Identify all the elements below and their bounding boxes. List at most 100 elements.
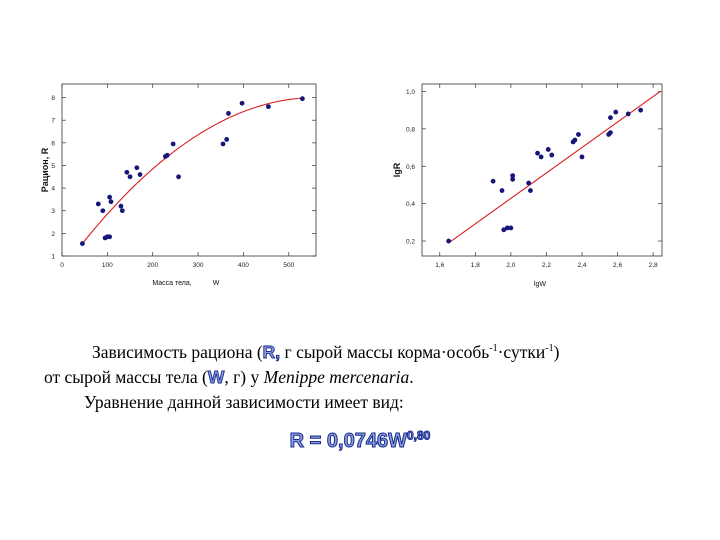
fit-curve xyxy=(81,97,303,244)
chart-log-mass-vs-log-ration: 1,6 1,8 2,0 2,2 2,4 2,6 2,8 0,2 0,4 0,6 0,8 1,0 lgR l… xyxy=(392,83,663,288)
data-point xyxy=(526,180,532,186)
plot-frame xyxy=(61,83,317,257)
y-tick-label: 5 xyxy=(51,163,55,170)
caption-text: Зависимость рациона ( xyxy=(92,342,263,362)
data-point xyxy=(80,241,85,246)
y-tick-label: 4 xyxy=(51,186,55,193)
data-point xyxy=(545,147,551,152)
x-axis-unit-label: W xyxy=(213,280,220,287)
data-point xyxy=(108,199,114,205)
x-tick-label: 2,2 xyxy=(542,262,551,269)
y-tick-label: 1,0 xyxy=(406,89,415,96)
data-point xyxy=(265,104,271,110)
data-point xyxy=(164,152,170,158)
data-point xyxy=(170,141,176,147)
data-point xyxy=(127,174,133,180)
x-tick-label: 1,8 xyxy=(471,262,480,269)
caption-text: , г) у xyxy=(224,367,264,387)
y-tick-label: 2 xyxy=(51,231,55,238)
data-point xyxy=(510,176,516,182)
data-point xyxy=(608,130,613,136)
y-tick-label: 8 xyxy=(51,95,55,102)
y-tick-label: 0,8 xyxy=(406,126,415,133)
x-axis-label: lgW xyxy=(534,281,546,288)
data-point xyxy=(107,234,113,240)
data-point xyxy=(549,152,555,158)
y-tick-label: 0,2 xyxy=(406,239,415,246)
data-point xyxy=(608,115,613,121)
caption-text: от сырой массы тела ( xyxy=(44,367,208,387)
x-tick-label: 400 xyxy=(238,262,249,269)
data-point xyxy=(625,111,631,117)
superscript: -1 xyxy=(489,343,498,355)
y-tick-label: 3 xyxy=(51,208,55,215)
plot-frame xyxy=(421,83,663,257)
caption-line-2: от сырой массы тела (W, г) у Menippe mer… xyxy=(44,365,699,390)
data-point xyxy=(100,208,106,214)
y-tick-label: 0,6 xyxy=(406,164,415,171)
data-point xyxy=(613,109,619,115)
x-tick-label: 0 xyxy=(60,262,64,269)
data-point xyxy=(137,172,143,177)
data-point xyxy=(508,225,514,231)
data-point xyxy=(95,201,101,207)
data-point xyxy=(501,227,507,233)
symbol-w: W xyxy=(207,367,225,388)
caption-line-3: Уравнение данной зависимости имеет вид: xyxy=(84,392,404,412)
y-axis-label: lgR xyxy=(392,162,402,177)
species-name: Menippe mercenaria xyxy=(263,367,410,387)
chart-body-mass-vs-ration: 0 100 200 300 400 500 1 2 3 4 5 6 7 8 Рацион, R Масса т… xyxy=(40,83,317,287)
data-point xyxy=(499,188,505,193)
data-point xyxy=(579,154,585,160)
data-point xyxy=(134,165,140,171)
x-tick-label: 2,8 xyxy=(649,262,658,269)
data-point xyxy=(572,137,578,143)
data-point xyxy=(576,132,581,137)
caption-line-1: Зависимость рациона (R, г сырой массы ко… xyxy=(44,340,699,365)
equation: R = 0,0746W0,80 xyxy=(289,428,431,453)
data-point xyxy=(446,238,452,244)
equation-base: R = 0,0746W xyxy=(289,430,407,453)
data-point xyxy=(107,194,113,200)
data-point xyxy=(538,154,544,160)
x-tick-label: 100 xyxy=(102,262,113,269)
caption-text: . xyxy=(409,367,414,387)
y-axis-label: Рацион, R xyxy=(40,147,50,192)
x-tick-label: 2,6 xyxy=(613,262,622,269)
data-point xyxy=(220,141,226,147)
y-tick-label: 0,4 xyxy=(406,201,415,208)
equation-exponent: 0,80 xyxy=(406,428,431,443)
caption-text: г сырой массы корма·особь xyxy=(280,342,490,362)
y-tick-label: 7 xyxy=(51,118,55,125)
data-point xyxy=(490,178,496,184)
data-point xyxy=(119,208,125,214)
x-tick-label: 2,4 xyxy=(577,262,586,269)
data-point xyxy=(239,100,245,106)
data-point xyxy=(118,203,124,209)
equation-line: R = 0,0746W0,80 xyxy=(0,428,720,453)
x-tick-label: 1,6 xyxy=(435,262,444,269)
data-point xyxy=(226,111,231,116)
y-tick-label: 6 xyxy=(51,140,55,147)
symbol-r: R, xyxy=(262,342,281,363)
y-tick-label: 1 xyxy=(51,254,55,261)
x-tick-label: 300 xyxy=(193,262,204,269)
x-tick-label: 2,0 xyxy=(506,262,515,269)
data-point xyxy=(535,150,540,156)
data-point xyxy=(528,188,533,193)
superscript: -1 xyxy=(545,343,554,355)
data-point xyxy=(510,173,516,179)
data-point xyxy=(638,107,644,113)
x-tick-label: 200 xyxy=(147,262,158,269)
x-tick-label: 500 xyxy=(283,262,294,269)
data-point xyxy=(224,137,230,142)
data-point xyxy=(504,225,510,231)
fit-curve xyxy=(448,91,661,244)
figure-caption: Зависимость рациона (R, г сырой массы ко… xyxy=(44,340,699,415)
data-point xyxy=(124,169,130,175)
caption-text: ·сутки xyxy=(497,342,546,362)
data-point xyxy=(299,96,305,102)
data-point xyxy=(176,174,181,180)
x-axis-label: Масса тела, xyxy=(152,280,191,287)
caption-text: ) xyxy=(553,342,560,362)
